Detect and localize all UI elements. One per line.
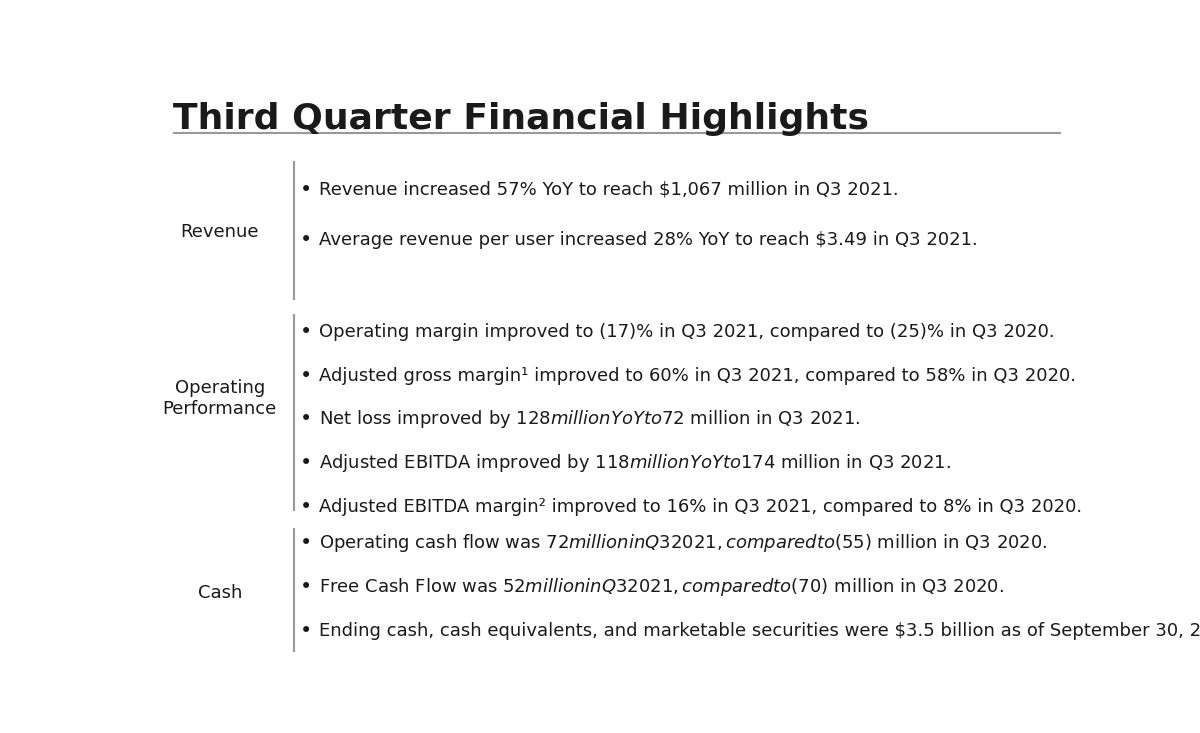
Text: Adjusted EBITDA margin² improved to 16% in Q3 2021, compared to 8% in Q3 2020.: Adjusted EBITDA margin² improved to 16% …: [319, 498, 1082, 516]
Text: Free Cash Flow was $52 million in Q3 2021, compared to $(70) million in Q3 2020.: Free Cash Flow was $52 million in Q3 202…: [319, 576, 1004, 598]
Text: •: •: [300, 497, 312, 517]
Text: Adjusted EBITDA improved by $118 million YoY to $174 million in Q3 2021.: Adjusted EBITDA improved by $118 million…: [319, 452, 952, 474]
Text: •: •: [300, 409, 312, 430]
Text: Cash: Cash: [198, 584, 242, 602]
Text: Revenue increased 57% YoY to reach $1,067 million in Q3 2021.: Revenue increased 57% YoY to reach $1,06…: [319, 180, 899, 199]
Text: Net loss improved by $128 million YoY to $72 million in Q3 2021.: Net loss improved by $128 million YoY to…: [319, 408, 860, 430]
Text: •: •: [300, 230, 312, 251]
Text: Adjusted gross margin¹ improved to 60% in Q3 2021, compared to 58% in Q3 2020.: Adjusted gross margin¹ improved to 60% i…: [319, 366, 1076, 385]
Text: •: •: [300, 622, 312, 641]
Text: •: •: [300, 534, 312, 553]
Text: •: •: [300, 578, 312, 597]
Text: Operating
Performance: Operating Performance: [163, 379, 277, 418]
Text: Third Quarter Financial Highlights: Third Quarter Financial Highlights: [173, 102, 869, 136]
Text: Average revenue per user increased 28% YoY to reach $3.49 in Q3 2021.: Average revenue per user increased 28% Y…: [319, 232, 978, 249]
Text: Operating cash flow was $72 million in Q3 2021, compared to $(55) million in Q3 : Operating cash flow was $72 million in Q…: [319, 532, 1048, 554]
Text: Operating margin improved to (17)% in Q3 2021, compared to (25)% in Q3 2020.: Operating margin improved to (17)% in Q3…: [319, 323, 1055, 341]
Text: Ending cash, cash equivalents, and marketable securities were $3.5 billion as of: Ending cash, cash equivalents, and marke…: [319, 622, 1200, 641]
Text: Revenue: Revenue: [180, 223, 259, 241]
Text: •: •: [300, 180, 312, 199]
Text: •: •: [300, 453, 312, 474]
Text: •: •: [300, 322, 312, 342]
Text: •: •: [300, 366, 312, 386]
